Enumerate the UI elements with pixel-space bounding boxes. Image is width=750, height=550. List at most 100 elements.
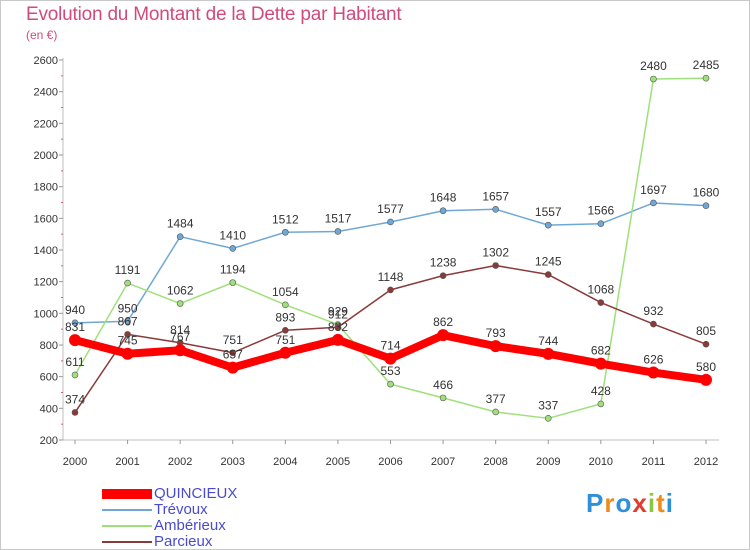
data-label: 2480: [640, 59, 667, 73]
data-label: 377: [486, 392, 506, 406]
logo-letter: i: [647, 488, 657, 518]
data-label: 767: [170, 330, 190, 344]
data-label: 611: [65, 355, 84, 369]
x-tick-label: 2008: [483, 456, 507, 468]
data-label: 1680: [693, 186, 720, 200]
data-label: 1697: [640, 183, 667, 197]
y-tick-label: 400: [40, 403, 58, 415]
y-tick-label: 1200: [34, 277, 58, 289]
data-point-s1: [439, 207, 447, 215]
data-point-s2: [439, 394, 447, 402]
data-point-s1: [492, 206, 499, 213]
logo-letter: t: [656, 488, 666, 518]
data-point-s0: [174, 344, 187, 357]
data-label: 893: [275, 310, 295, 324]
data-label: 1566: [587, 204, 614, 218]
data-point-s3: [71, 409, 79, 416]
data-point-s2: [387, 380, 394, 388]
data-point-s2: [229, 279, 237, 286]
data-label: 1302: [482, 246, 509, 260]
data-point-s3: [492, 262, 499, 269]
data-label: 337: [538, 398, 558, 412]
data-point-s0: [331, 333, 344, 346]
data-point-s1: [387, 218, 394, 226]
legend-item: Ambérieux: [102, 517, 302, 534]
data-label: 1657: [482, 189, 509, 203]
x-tick-label: 2002: [168, 456, 192, 468]
legend-label: QUINCIEUX: [154, 485, 238, 502]
data-point-s1: [597, 220, 605, 228]
data-point-s0: [384, 352, 397, 365]
x-tick-label: 2001: [115, 456, 139, 468]
y-tick-label: 1000: [34, 308, 58, 320]
data-label: 466: [433, 378, 453, 392]
y-tick-label: 1600: [34, 213, 58, 225]
data-point-s2: [597, 400, 605, 408]
data-point-s3: [124, 331, 131, 338]
data-label: 862: [433, 315, 453, 329]
data-label: 553: [380, 364, 400, 378]
data-label: 867: [118, 314, 138, 328]
data-point-s2: [176, 300, 184, 307]
y-tick-label: 1400: [34, 245, 58, 257]
data-point-s0: [226, 361, 239, 374]
data-label: 744: [538, 334, 558, 348]
logo-letter: x: [632, 488, 648, 518]
data-label: 912: [328, 307, 348, 321]
legend-label: Parcieux: [154, 533, 213, 550]
data-label: 682: [591, 344, 611, 358]
data-point-s3: [544, 271, 552, 278]
y-tick-label: 2000: [34, 150, 58, 162]
data-point-s3: [597, 299, 605, 306]
data-point-s2: [544, 415, 552, 422]
data-label: 580: [696, 360, 716, 374]
data-point-s3: [650, 320, 657, 328]
data-label: 1648: [430, 191, 457, 205]
data-point-s0: [279, 346, 292, 359]
data-point-s0: [489, 340, 502, 353]
x-tick-label: 2007: [431, 456, 455, 468]
data-point-s0: [647, 366, 660, 379]
data-label: 751: [223, 333, 243, 347]
data-point-s0: [69, 334, 81, 347]
data-point-s1: [124, 317, 131, 325]
data-point-s1: [176, 233, 184, 240]
data-label: 1148: [378, 270, 404, 284]
data-point-s1: [71, 319, 79, 327]
y-tick-label: 1800: [34, 182, 58, 194]
data-label: 929: [328, 305, 348, 319]
data-point-s0: [594, 357, 607, 370]
data-label: 793: [486, 326, 506, 340]
data-point-s3: [387, 286, 394, 294]
data-point-s3: [702, 340, 710, 348]
y-tick-label: 800: [40, 340, 58, 352]
data-label: 950: [118, 301, 138, 315]
x-tick-label: 2012: [694, 456, 718, 468]
chart-title: Evolution du Montant de la Dette par Hab…: [26, 4, 402, 25]
y-tick-label: 200: [40, 435, 58, 447]
data-label: 805: [696, 324, 716, 338]
data-label: 1557: [535, 205, 562, 219]
data-label: 657: [223, 348, 243, 362]
data-point-s1: [334, 228, 342, 235]
data-label: 374: [65, 392, 85, 406]
x-tick-label: 2010: [589, 456, 613, 468]
data-label: 831: [65, 320, 85, 334]
x-tick-label: 2005: [326, 456, 350, 468]
data-label: 940: [65, 303, 85, 317]
legend-swatch: [102, 489, 152, 499]
data-label: 1512: [272, 212, 299, 226]
logo-letter: i: [665, 488, 674, 518]
data-point-s3: [439, 272, 447, 279]
logo-letter: P: [586, 488, 605, 518]
data-point-s2: [650, 75, 657, 83]
legend: QUINCIEUX Trévoux Ambérieux Parcieux: [102, 485, 302, 550]
data-label: 1245: [535, 255, 562, 269]
data-point-s0: [121, 347, 134, 360]
proxiti-logo: Proxiti: [586, 488, 674, 519]
legend-label: Ambérieux: [154, 517, 226, 534]
data-point-s2: [282, 301, 289, 309]
legend-swatch: [102, 509, 152, 511]
